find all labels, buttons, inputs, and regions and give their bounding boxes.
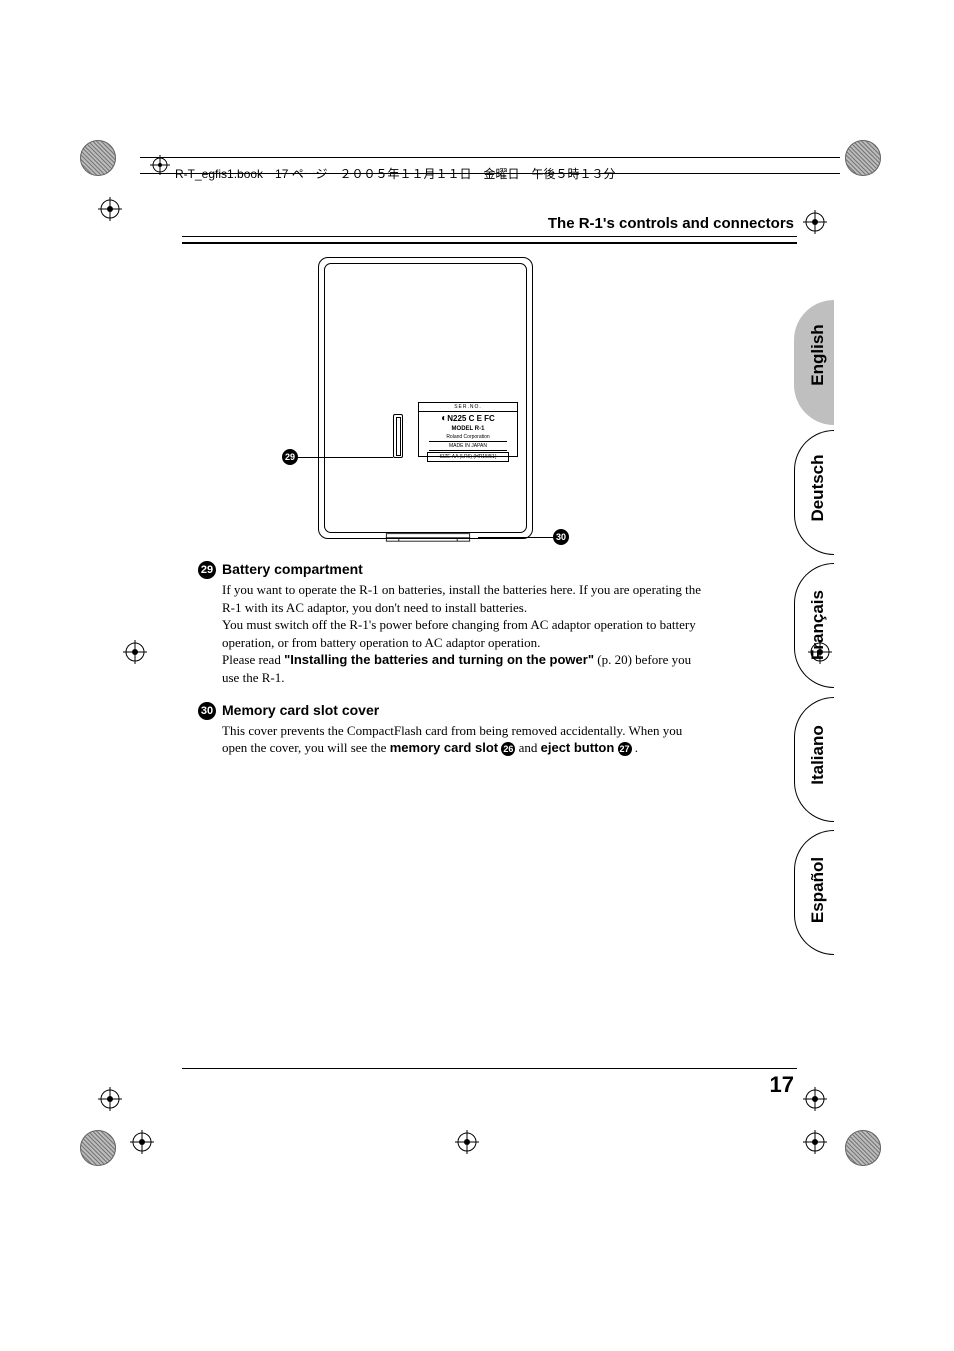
tab-label: Français (808, 575, 828, 675)
callout-leader (478, 537, 553, 538)
item-number-badge: 29 (198, 561, 216, 579)
corp-label: Roland Corporation (419, 433, 517, 441)
cert-row: ◐N225 C E FC (419, 412, 517, 425)
item-text: . (632, 740, 639, 755)
registration-mark-icon (803, 1087, 827, 1111)
book-header-rule (140, 173, 840, 174)
device-label-plate: SER.NO. ◐N225 C E FC MODEL R-1 Roland Co… (418, 402, 518, 457)
ref-badge: 26 (501, 742, 515, 756)
section-title: The R-1's controls and connectors (548, 215, 794, 232)
item-title: Battery compartment (222, 561, 363, 577)
tab-label: Deutsch (808, 438, 828, 538)
page-number: 17 (770, 1072, 794, 1098)
callout-leader (298, 457, 393, 458)
registration-mark-icon (455, 1130, 479, 1154)
registration-mark-icon (130, 1130, 154, 1154)
tab-label: Español (808, 840, 828, 940)
corner-mark-icon (845, 140, 881, 176)
book-header-rule (140, 157, 840, 158)
item-29: 29 Battery compartment If you want to ope… (198, 560, 708, 687)
item-text: Please read (222, 652, 284, 667)
corner-mark-icon (80, 140, 116, 176)
serial-label: SER.NO. (419, 403, 517, 412)
device-diagram: SER.NO. ◐N225 C E FC MODEL R-1 Roland Co… (318, 257, 533, 547)
title-rule (182, 236, 797, 244)
item-title: Memory card slot cover (222, 702, 379, 718)
content-area: 29 Battery compartment If you want to ope… (198, 560, 708, 771)
registration-mark-icon (98, 197, 122, 221)
item-text: If you want to operate the R-1 on batter… (222, 582, 701, 615)
made-label: MADE IN JAPAN (429, 441, 507, 451)
callout-badge-30: 30 (553, 529, 569, 545)
registration-mark-icon (803, 210, 827, 234)
tab-label: English (808, 305, 828, 405)
item-text: You must switch off the R-1's power befo… (222, 617, 696, 650)
item-text-bold: "Installing the batteries and turning on… (284, 652, 594, 667)
footer-rule (182, 1068, 797, 1069)
corner-mark-icon (845, 1130, 881, 1166)
page: R-T_egfis1.book 17 ページ ２００５年１１月１１日 金曜日 午… (0, 0, 954, 1351)
memory-slot-icon (378, 532, 478, 542)
item-30: 30Memory card slot cover This cover prev… (198, 701, 708, 757)
registration-mark-icon (150, 155, 170, 175)
item-text-bold: memory card slot (390, 740, 498, 755)
registration-mark-icon (803, 1130, 827, 1154)
battery-clip-icon (393, 414, 403, 458)
item-text: and (519, 740, 541, 755)
registration-mark-icon (98, 1087, 122, 1111)
model-label: MODEL R-1 (419, 425, 517, 433)
ref-badge: 27 (618, 742, 632, 756)
size-label: SIZE AA (LR6) (HR15/51) (427, 452, 509, 462)
tab-label: Italiano (808, 705, 828, 805)
registration-mark-icon (123, 640, 147, 664)
corner-mark-icon (80, 1130, 116, 1166)
language-tabs: English Deutsch Français Italiano Españo… (794, 300, 864, 960)
item-text-bold: eject button (541, 740, 615, 755)
item-number-badge: 30 (198, 702, 216, 720)
callout-badge-29: 29 (282, 449, 298, 465)
